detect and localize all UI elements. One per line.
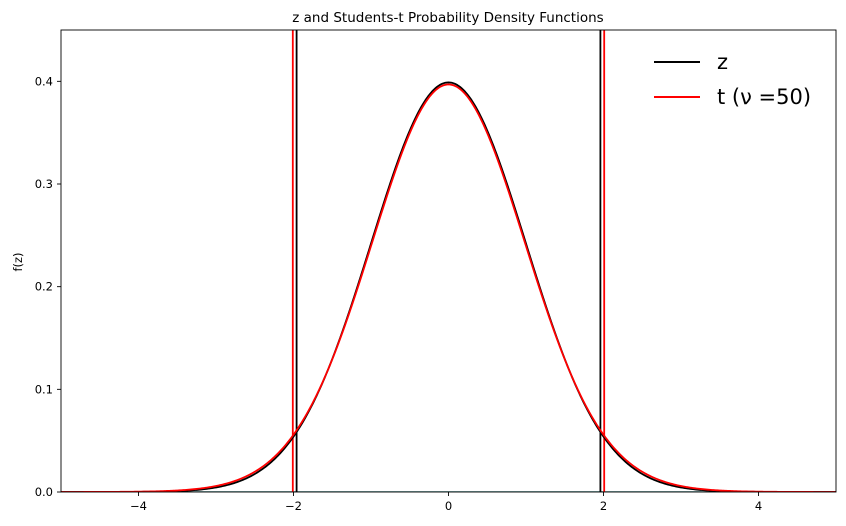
legend-label-z: z [717, 50, 728, 74]
x-tick-label: 0 [445, 499, 452, 513]
y-tick-label: 0.1 [35, 382, 53, 396]
chart-title: z and Students-t Probability Density Fun… [292, 10, 603, 26]
y-axis-label: f(z) [11, 252, 25, 271]
y-tick-label: 0.3 [35, 177, 53, 191]
x-tick-label: −4 [130, 499, 147, 513]
y-tick-label: 0.4 [35, 74, 53, 88]
x-tick-label: 4 [755, 499, 762, 513]
legend: z t (ν =50) [654, 50, 811, 109]
plot-content [61, 30, 836, 492]
legend-label-t: t (ν =50) [717, 85, 811, 109]
x-tick-label: 2 [600, 499, 607, 513]
y-tick-label: 0.2 [35, 280, 53, 294]
series-line-t [61, 83, 836, 492]
x-tick-label: −2 [285, 499, 302, 513]
plot-area [61, 30, 836, 492]
axes: −4 −2 0 2 4 0.0 0.1 0.2 0.3 0.4 [35, 29, 837, 513]
y-tick-label: 0.0 [35, 485, 53, 499]
